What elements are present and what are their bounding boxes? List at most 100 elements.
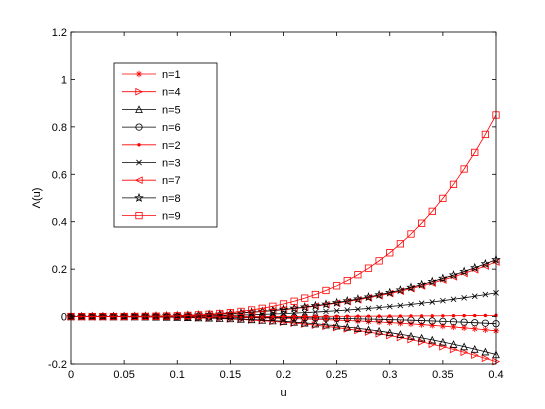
data-point (483, 313, 488, 318)
data-point (161, 310, 172, 320)
data-point (342, 295, 352, 305)
data-point (205, 310, 213, 318)
legend: n=1 n=4 n=5 n=6 n=2 n=3 n=7 n=8 n=9 (113, 62, 218, 228)
data-point (471, 148, 479, 156)
data-point (377, 314, 381, 318)
legend-item: n=5 (122, 104, 181, 116)
legend-item: n=9 (122, 211, 181, 223)
data-point (311, 290, 319, 299)
data-point (449, 318, 458, 326)
legend-label: n=3 (162, 158, 181, 170)
data-point (481, 130, 489, 139)
data-point (140, 311, 151, 321)
data-point (193, 310, 204, 320)
legend-marker (135, 105, 143, 113)
legend-marker (135, 70, 143, 78)
data-point (289, 303, 299, 313)
data-point (460, 342, 468, 351)
data-point (418, 321, 425, 328)
data-point (407, 331, 415, 340)
data-point (365, 305, 372, 312)
data-point (172, 310, 182, 320)
data-point (407, 335, 416, 344)
data-point (386, 249, 394, 257)
data-point (356, 314, 360, 318)
data-point (408, 301, 414, 308)
data-point (441, 314, 445, 318)
data-point (311, 319, 320, 328)
data-point (312, 309, 319, 315)
data-point (184, 311, 192, 320)
legend-item: n=8 (122, 193, 181, 205)
legend-label: n=9 (162, 211, 181, 223)
data-point (428, 317, 436, 325)
data-point (428, 335, 437, 344)
data-point (395, 285, 406, 295)
y-tick-label: 0.8 (52, 122, 67, 134)
data-point (364, 325, 373, 334)
data-point (269, 317, 277, 326)
data-point (324, 314, 328, 319)
data-point (460, 318, 468, 326)
data-point (292, 314, 296, 319)
data-point (301, 309, 308, 316)
data-point (87, 311, 97, 321)
data-point (471, 293, 478, 300)
data-point (364, 264, 373, 272)
data-point (438, 273, 448, 283)
data-point (247, 315, 256, 324)
legend-item: n=6 (122, 122, 181, 134)
data-point (248, 306, 256, 314)
data-point (374, 289, 384, 299)
data-point (301, 294, 309, 302)
data-point (354, 326, 362, 335)
data-point (480, 258, 491, 268)
data-point (409, 314, 413, 318)
data-point (471, 351, 479, 360)
legend-item: n=4 (122, 87, 181, 99)
data-point (76, 311, 87, 321)
data-point (333, 307, 340, 314)
data-point (398, 314, 403, 318)
legend-label: n=5 (162, 104, 181, 116)
tick-layer: 0 0.05 0.1 0.15 0.2 0.25 0.3 0.35 0.4-0.200.20.4… (48, 27, 504, 381)
data-point (449, 180, 458, 188)
data-point (120, 312, 128, 321)
data-point (313, 314, 318, 319)
x-axis-label: u (280, 387, 286, 399)
data-point (215, 314, 224, 322)
y-tick-label: 1.2 (52, 27, 67, 39)
data-point (439, 194, 447, 203)
legend-marker (135, 87, 144, 96)
data-point (353, 294, 363, 304)
data-point (183, 310, 193, 320)
data-point (429, 299, 436, 305)
data-point (216, 309, 224, 318)
data-point (332, 299, 341, 308)
data-point (322, 320, 330, 329)
data-point (375, 326, 383, 335)
data-point (481, 319, 489, 327)
data-point (278, 304, 289, 314)
x-tick-label: 0.35 (432, 369, 453, 381)
data-point (461, 294, 467, 301)
data-point (269, 316, 277, 325)
data-point (226, 314, 235, 323)
data-point (163, 312, 171, 320)
data-point (418, 338, 426, 346)
data-point (385, 287, 395, 297)
data-point (279, 317, 288, 325)
data-point (451, 314, 456, 318)
data-point (482, 326, 489, 333)
data-point (98, 311, 108, 321)
x-tick-label: 0.4 (488, 369, 503, 381)
legend-marker (134, 192, 144, 202)
data-point (418, 300, 425, 307)
legend-marker (135, 211, 143, 220)
data-point (470, 262, 480, 272)
data-point (460, 324, 468, 332)
data-point (462, 313, 466, 318)
x-tick-label: 0 (68, 369, 74, 381)
data-point (151, 311, 161, 321)
